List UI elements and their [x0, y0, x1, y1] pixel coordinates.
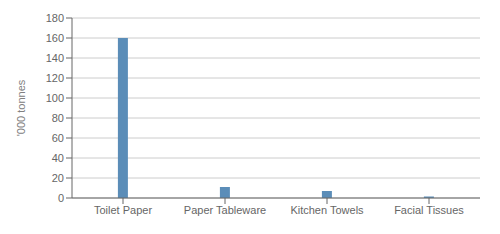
svg-text:Paper Tableware: Paper Tableware — [184, 204, 266, 216]
svg-text:Facial Tissues: Facial Tissues — [394, 204, 464, 216]
svg-text:'000 tonnes: '000 tonnes — [15, 79, 27, 136]
svg-text:80: 80 — [52, 112, 64, 124]
svg-text:180: 180 — [46, 12, 64, 24]
svg-text:140: 140 — [46, 52, 64, 64]
svg-text:0: 0 — [58, 192, 64, 204]
svg-text:40: 40 — [52, 152, 64, 164]
svg-text:Toilet Paper: Toilet Paper — [94, 204, 152, 216]
svg-text:120: 120 — [46, 72, 64, 84]
svg-text:60: 60 — [52, 132, 64, 144]
svg-text:20: 20 — [52, 172, 64, 184]
svg-text:Kitchen Towels: Kitchen Towels — [290, 204, 364, 216]
svg-text:100: 100 — [46, 92, 64, 104]
svg-text:160: 160 — [46, 32, 64, 44]
